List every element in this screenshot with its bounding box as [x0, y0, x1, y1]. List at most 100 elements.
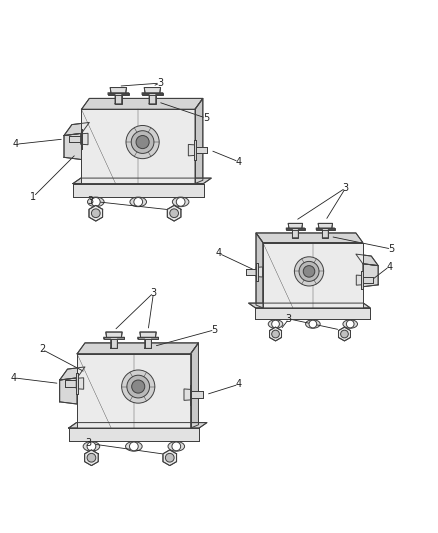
Polygon shape — [81, 99, 203, 109]
Circle shape — [134, 198, 143, 206]
Polygon shape — [263, 243, 363, 308]
Text: 2: 2 — [39, 344, 45, 354]
Circle shape — [87, 442, 96, 451]
Polygon shape — [316, 228, 335, 230]
Polygon shape — [115, 93, 122, 104]
Polygon shape — [256, 233, 363, 243]
Polygon shape — [194, 140, 196, 160]
Text: 4: 4 — [13, 139, 19, 149]
Polygon shape — [85, 450, 98, 466]
Text: 3: 3 — [150, 288, 156, 298]
Circle shape — [92, 198, 100, 206]
Ellipse shape — [130, 197, 147, 207]
Polygon shape — [106, 332, 122, 337]
Polygon shape — [77, 343, 198, 354]
Circle shape — [309, 320, 317, 328]
Polygon shape — [60, 367, 85, 380]
Circle shape — [122, 370, 155, 403]
Circle shape — [127, 375, 150, 398]
Ellipse shape — [306, 320, 320, 328]
Ellipse shape — [168, 441, 184, 451]
Polygon shape — [269, 327, 282, 341]
Polygon shape — [108, 93, 129, 94]
Circle shape — [92, 209, 100, 217]
Polygon shape — [81, 133, 88, 145]
Ellipse shape — [173, 197, 189, 207]
Ellipse shape — [126, 441, 142, 451]
Text: 3: 3 — [157, 78, 163, 88]
Polygon shape — [89, 205, 102, 221]
Circle shape — [170, 209, 179, 217]
Polygon shape — [339, 327, 350, 341]
Text: 5: 5 — [389, 244, 395, 254]
Circle shape — [176, 198, 185, 206]
Text: 3: 3 — [286, 314, 292, 324]
Polygon shape — [288, 223, 303, 228]
Circle shape — [130, 442, 138, 451]
Polygon shape — [286, 228, 304, 230]
Text: 3: 3 — [343, 183, 349, 193]
Polygon shape — [73, 178, 212, 183]
Text: 3: 3 — [85, 438, 91, 448]
Text: 1: 1 — [30, 192, 36, 201]
Polygon shape — [111, 337, 117, 349]
Polygon shape — [184, 389, 191, 400]
Text: 3: 3 — [87, 196, 93, 206]
Polygon shape — [255, 308, 370, 319]
Ellipse shape — [268, 320, 283, 328]
Circle shape — [126, 125, 159, 159]
Polygon shape — [69, 423, 207, 428]
Polygon shape — [167, 205, 181, 221]
Circle shape — [132, 380, 145, 393]
Polygon shape — [145, 337, 152, 349]
Polygon shape — [190, 385, 191, 405]
Polygon shape — [361, 271, 363, 289]
Polygon shape — [104, 337, 124, 339]
Circle shape — [299, 261, 319, 281]
Polygon shape — [246, 269, 256, 275]
Polygon shape — [76, 378, 84, 389]
Polygon shape — [256, 233, 263, 308]
Polygon shape — [81, 129, 82, 149]
Polygon shape — [363, 277, 373, 283]
Text: 4: 4 — [386, 262, 392, 271]
Circle shape — [172, 442, 180, 451]
Polygon shape — [293, 228, 298, 238]
Polygon shape — [65, 380, 76, 387]
Polygon shape — [188, 144, 196, 156]
Polygon shape — [76, 374, 78, 393]
Circle shape — [303, 265, 315, 277]
Polygon shape — [60, 378, 77, 404]
Polygon shape — [256, 263, 258, 281]
Polygon shape — [248, 303, 370, 308]
Polygon shape — [191, 391, 202, 398]
Polygon shape — [73, 183, 204, 197]
Ellipse shape — [88, 197, 104, 207]
Text: 5: 5 — [212, 325, 218, 335]
Circle shape — [166, 454, 174, 462]
Polygon shape — [138, 337, 159, 339]
Circle shape — [346, 320, 354, 328]
Polygon shape — [144, 87, 161, 93]
Circle shape — [341, 330, 348, 338]
Polygon shape — [196, 147, 207, 154]
Polygon shape — [142, 93, 163, 94]
Polygon shape — [195, 99, 203, 183]
Polygon shape — [70, 136, 81, 142]
Polygon shape — [356, 275, 363, 285]
Polygon shape — [363, 264, 378, 287]
Polygon shape — [163, 450, 177, 466]
Polygon shape — [318, 223, 332, 228]
Text: 4: 4 — [11, 373, 17, 383]
Polygon shape — [69, 428, 199, 441]
Polygon shape — [64, 133, 81, 159]
Text: 4: 4 — [216, 248, 222, 259]
Text: 5: 5 — [203, 113, 209, 123]
Circle shape — [87, 454, 96, 462]
Polygon shape — [140, 332, 156, 337]
Circle shape — [272, 330, 279, 338]
Circle shape — [131, 131, 154, 154]
Ellipse shape — [83, 441, 100, 451]
Circle shape — [294, 257, 324, 286]
Polygon shape — [322, 228, 328, 238]
